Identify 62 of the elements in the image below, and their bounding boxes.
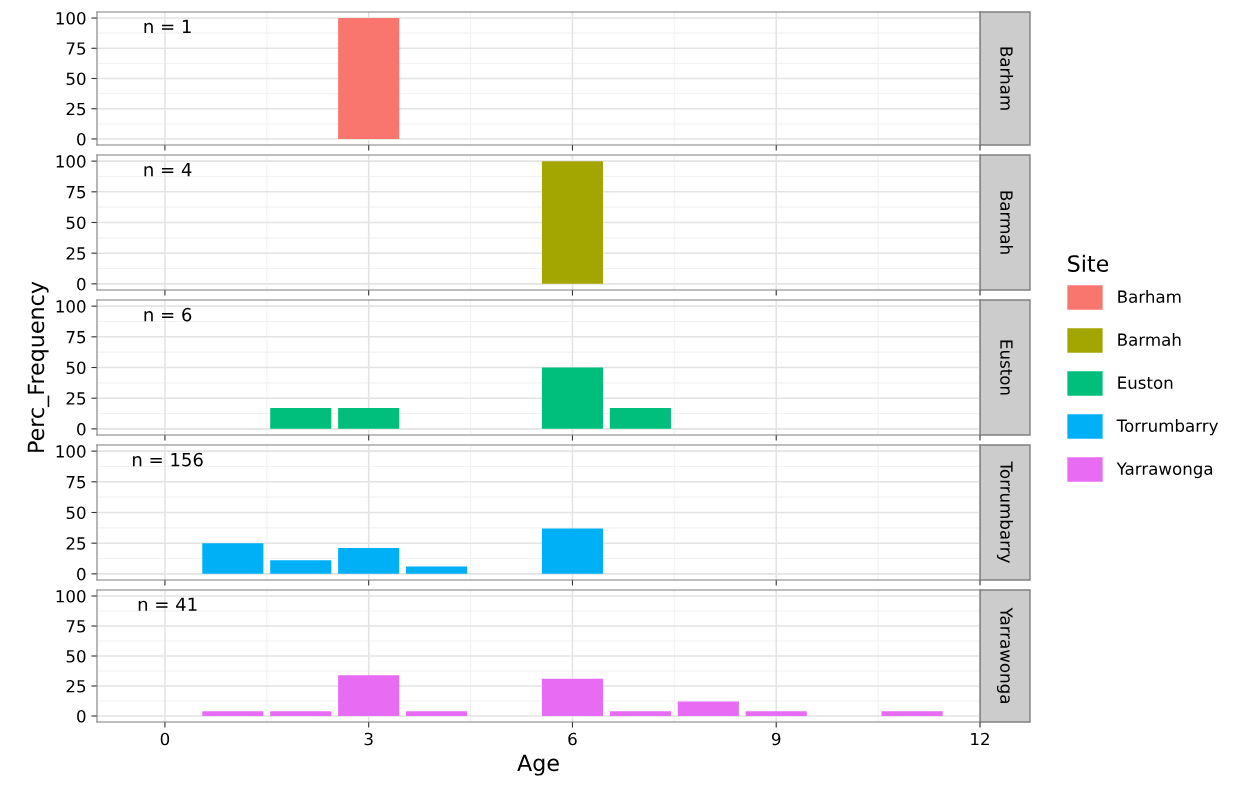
text: Euston (1000, 340, 1013, 395)
bar (270, 560, 332, 574)
bar (609, 711, 671, 716)
bar (202, 711, 264, 716)
text: Barham (1000, 47, 1014, 110)
y-tick-label: 50 (66, 361, 86, 375)
y-tick-label: 0 (77, 422, 86, 436)
x-tick-label: 9 (771, 732, 781, 746)
y-tick-label: 50 (66, 649, 86, 663)
bar (202, 543, 264, 574)
y-tick-label: 0 (77, 132, 86, 146)
annotation: n = 1 (144, 19, 191, 33)
annotation: n = 156 (133, 452, 203, 467)
y-axis-title: Perc_Frequency (27, 281, 50, 452)
y-tick-label: 75 (66, 42, 86, 55)
bar (745, 711, 807, 716)
y-tick-label: 75 (66, 186, 86, 199)
bar (881, 711, 943, 716)
bar (338, 548, 400, 574)
x-tick-label: 12 (971, 732, 989, 746)
text: Torrumbarry (996, 461, 1014, 563)
legend-label: Barham (1118, 290, 1181, 303)
x-tick-label: 6 (568, 732, 577, 746)
bar (406, 711, 468, 716)
legend-label: Torrumbarry (1116, 419, 1218, 436)
y-tick-label: 25 (66, 247, 86, 260)
annotation: n = 41 (138, 597, 197, 611)
legend-label: Euston (1118, 376, 1173, 389)
y-tick-label: 100 (56, 300, 86, 313)
y-tick-label: 50 (66, 506, 86, 520)
bar (406, 566, 468, 574)
y-tick-label: 25 (66, 392, 86, 405)
y-tick-label: 25 (66, 102, 86, 116)
y-tick-label: 0 (77, 567, 86, 581)
bar (541, 528, 604, 574)
y-tick-label: 75 (66, 331, 86, 344)
y-tick-label: 100 (56, 445, 86, 458)
legend-label: Barmah (1118, 333, 1181, 346)
y-tick-label: 25 (66, 537, 86, 550)
bar (270, 711, 332, 716)
y-tick-label: 75 (66, 476, 86, 489)
x-axis-title: Age (517, 754, 559, 776)
bar (541, 678, 604, 716)
y-tick-label: 100 (56, 12, 86, 25)
y-tick-label: 100 (56, 589, 86, 603)
y-tick-label: 0 (77, 709, 86, 723)
y-tick-label: 25 (66, 679, 86, 693)
legend-title: Site (1068, 254, 1109, 272)
bar (338, 675, 400, 716)
legend-label: Yarrawonga (1116, 462, 1213, 479)
x-tick-label: 3 (364, 732, 373, 746)
y-tick-label: 50 (66, 72, 86, 86)
text: Yarrawonga (996, 607, 1013, 703)
y-tick-label: 0 (77, 277, 86, 291)
text: Barmah (1000, 191, 1014, 254)
annotation: n = 6 (144, 307, 192, 322)
x-tick-label: 0 (160, 732, 170, 746)
annotation: n = 4 (144, 163, 192, 177)
y-tick-label: 75 (66, 620, 86, 633)
y-tick-label: 50 (66, 216, 86, 230)
y-tick-label: 100 (56, 155, 86, 168)
bar (677, 701, 739, 716)
